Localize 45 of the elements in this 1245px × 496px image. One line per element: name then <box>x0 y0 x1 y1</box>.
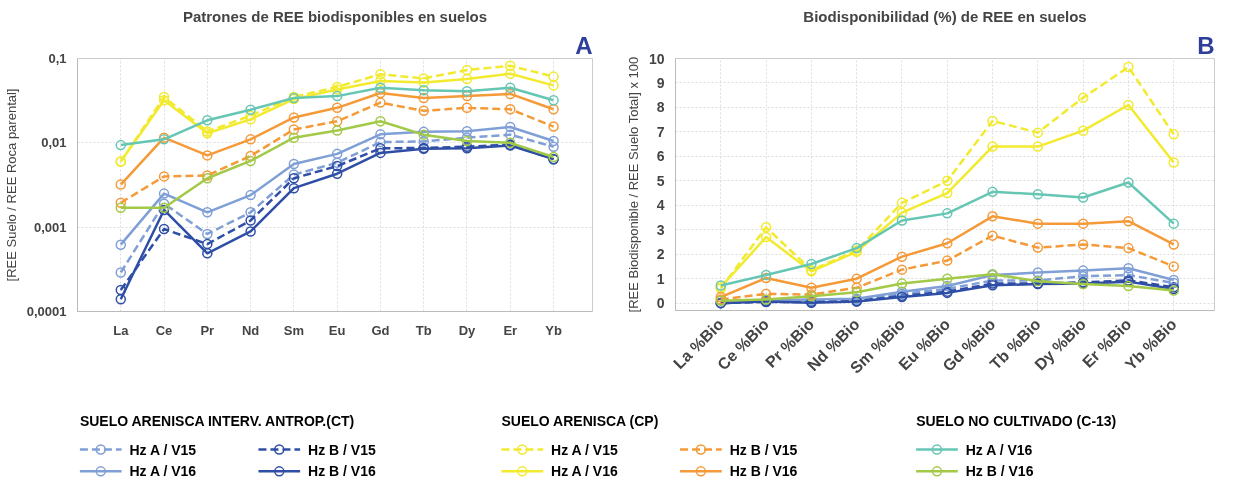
y-tick-label: 6 <box>656 148 665 165</box>
y-axis-title: [REE Biodisponible / REE Suelo Total] x 100 <box>625 56 641 313</box>
y-tick-label: 0,1 <box>48 51 67 66</box>
annotation: B <box>1197 31 1215 59</box>
text: SUELO ARENISCA INTERV. ANTROP.(CT) <box>79 413 355 430</box>
x-tick-label: Yb <box>545 322 562 338</box>
y-tick-label: 1 <box>656 270 665 287</box>
legend-label: Hz B / V15 <box>729 441 798 458</box>
annotation: A <box>575 31 593 59</box>
chart-title: Biodisponibilidad (%) de REE en suelos <box>803 7 1087 25</box>
legend-label: Hz B / V16 <box>308 463 376 480</box>
y-tick-label: 10 <box>648 50 665 67</box>
chart-title: Patrones de REE biodisponibles en suelos <box>182 7 488 25</box>
y-tick-label: 0,001 <box>33 219 67 235</box>
y-tick-label: 5 <box>656 172 665 189</box>
y-tick-label: 9 <box>656 74 665 91</box>
x-tick-label: Er <box>503 322 518 338</box>
legend-label: Hz B / V15 <box>308 441 376 458</box>
x-tick-label: Pr <box>200 322 215 338</box>
legend-label: Hz A / V15 <box>551 441 618 458</box>
x-tick-label: La <box>113 322 130 338</box>
y-tick-label: 8 <box>656 99 665 116</box>
text: SUELO ARENISCA (CP) <box>501 413 659 430</box>
legend-label: Hz A / V15 <box>129 441 197 458</box>
legend-label: Hz A / V16 <box>965 441 1033 458</box>
y-tick-label: 4 <box>656 197 665 214</box>
y-axis-title: [REE Suelo / REE Roca parental] <box>3 88 19 282</box>
y-tick-label: 0,01 <box>41 135 67 151</box>
y-tick-label: 0,0001 <box>26 304 67 319</box>
y-tick-label: 7 <box>656 123 665 140</box>
y-tick-label: 2 <box>656 246 665 263</box>
x-tick-label: Sm <box>283 322 305 338</box>
x-tick-label: Gd <box>371 322 390 338</box>
y-tick-label: 3 <box>656 221 665 238</box>
x-tick-label: Tb <box>415 322 432 338</box>
text: SUELO NO CULTIVADO (C-13) <box>916 413 1117 430</box>
legend-label: Hz B / V16 <box>965 463 1034 480</box>
legend-label: Hz A / V16 <box>129 463 197 480</box>
legend-label: Hz B / V16 <box>729 463 798 480</box>
x-tick-label: Nd <box>241 322 260 338</box>
legend-label: Hz A / V16 <box>551 463 618 480</box>
y-tick-label: 0 <box>656 295 665 312</box>
x-tick-label: Ce <box>155 322 173 338</box>
x-tick-label: Dy <box>458 322 477 338</box>
x-tick-label: Eu <box>328 322 346 338</box>
